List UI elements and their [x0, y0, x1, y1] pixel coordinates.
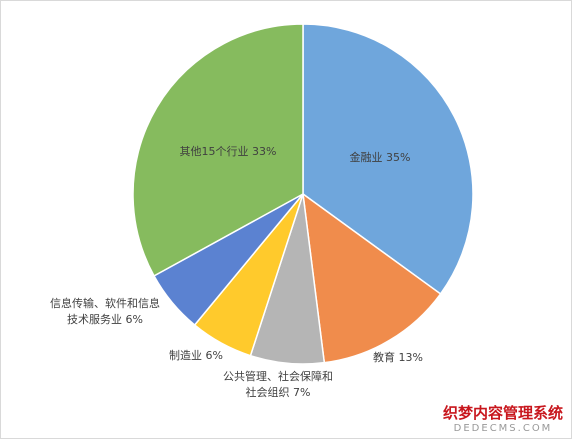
watermark-subtitle: DEDECMS.COM [453, 423, 553, 434]
data-label: 信息传输、软件和信息 技术服务业 6% [50, 297, 160, 326]
pie-slice [302, 192, 442, 364]
data-label: 金融业 35% [349, 151, 411, 164]
watermark: 织梦内容管理系统 DEDECMS.COM [439, 401, 566, 435]
data-label: 教育 13% [373, 351, 423, 364]
watermark-title: 织梦内容管理系统 [442, 404, 563, 422]
data-label: 制造业 6% [169, 349, 223, 362]
data-label: 其他15个行业 33% [179, 145, 277, 158]
data-label: 公共管理、社会保障和 社会组织 7% [223, 370, 333, 399]
pie-slice [132, 23, 304, 277]
pie-slice [302, 23, 474, 295]
